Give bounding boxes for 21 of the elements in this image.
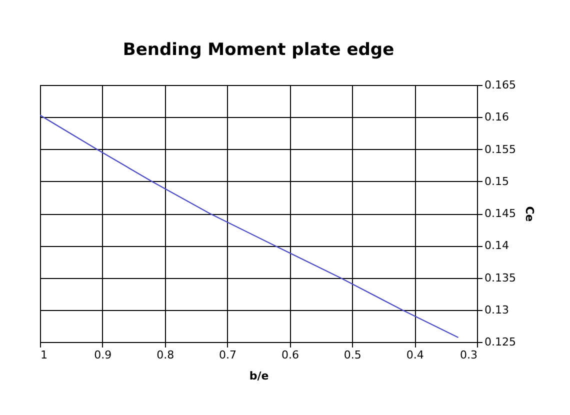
y-axis-title: Ce — [522, 206, 536, 222]
y-tick-label: 0.135 — [484, 271, 516, 284]
y-tick-label: 0.13 — [484, 303, 509, 316]
x-tick-label: 0.7 — [219, 348, 237, 362]
y-tick-label: 0.16 — [484, 110, 509, 124]
y-tick-label: 0.145 — [484, 207, 516, 220]
line-series — [40, 114, 459, 338]
y-tick-label: 0.155 — [484, 142, 516, 156]
y-tick-label: 0.14 — [484, 239, 509, 252]
x-tick-label: 0.9 — [94, 348, 112, 362]
chart-title: Bending Moment plate edge — [122, 40, 394, 60]
x-tick-label: 0.4 — [406, 348, 424, 362]
y-tick-label: 0.125 — [484, 336, 516, 348]
x-axis-title: b/e — [249, 370, 269, 382]
x-tick-label: 0.8 — [156, 348, 174, 362]
x-tick-label: 1 — [40, 348, 48, 362]
x-tick-label: 0.6 — [281, 348, 299, 362]
y-tick-label: 0.165 — [484, 78, 516, 92]
x-tick-label: 0.3 — [460, 348, 478, 362]
y-tick-label: 0.15 — [484, 174, 509, 188]
x-tick-label: 0.5 — [344, 348, 362, 362]
